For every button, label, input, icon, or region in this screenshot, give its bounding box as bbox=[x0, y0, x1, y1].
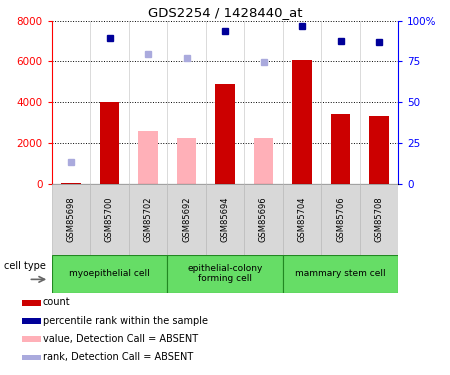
Bar bbox=[52, 255, 167, 292]
Bar bbox=[61, 183, 81, 184]
Bar bbox=[216, 84, 234, 184]
Bar bbox=[167, 255, 283, 292]
Text: rank, Detection Call = ABSENT: rank, Detection Call = ABSENT bbox=[43, 352, 193, 362]
Bar bbox=[360, 184, 398, 255]
Bar bbox=[292, 60, 311, 184]
Bar bbox=[254, 138, 273, 184]
Text: GSM85698: GSM85698 bbox=[67, 196, 76, 242]
Text: percentile rank within the sample: percentile rank within the sample bbox=[43, 315, 208, 326]
Bar bbox=[206, 184, 244, 255]
Text: GSM85700: GSM85700 bbox=[105, 196, 114, 242]
Bar bbox=[244, 184, 283, 255]
Bar bbox=[283, 255, 398, 292]
Text: mammary stem cell: mammary stem cell bbox=[295, 269, 386, 278]
Bar bbox=[22, 300, 40, 306]
Title: GDS2254 / 1428440_at: GDS2254 / 1428440_at bbox=[148, 6, 302, 20]
Text: GSM85704: GSM85704 bbox=[297, 196, 306, 242]
Bar bbox=[331, 114, 350, 184]
Bar bbox=[90, 184, 129, 255]
Bar bbox=[129, 184, 167, 255]
Bar bbox=[177, 138, 196, 184]
Text: GSM85694: GSM85694 bbox=[220, 196, 230, 242]
Text: epithelial-colony
forming cell: epithelial-colony forming cell bbox=[187, 264, 263, 284]
Text: myoepithelial cell: myoepithelial cell bbox=[69, 269, 150, 278]
Text: GSM85706: GSM85706 bbox=[336, 196, 345, 242]
Text: value, Detection Call = ABSENT: value, Detection Call = ABSENT bbox=[43, 334, 198, 344]
Bar bbox=[22, 336, 40, 342]
Text: cell type: cell type bbox=[4, 261, 46, 271]
Bar bbox=[52, 184, 90, 255]
Bar bbox=[22, 354, 40, 360]
Text: GSM85708: GSM85708 bbox=[374, 196, 383, 242]
Text: count: count bbox=[43, 297, 70, 307]
Text: GSM85696: GSM85696 bbox=[259, 196, 268, 242]
Bar bbox=[100, 102, 119, 184]
Bar bbox=[167, 184, 206, 255]
Bar bbox=[22, 318, 40, 324]
Bar bbox=[283, 184, 321, 255]
Bar bbox=[139, 131, 158, 184]
Text: GSM85692: GSM85692 bbox=[182, 196, 191, 242]
Bar bbox=[321, 184, 360, 255]
Text: GSM85702: GSM85702 bbox=[144, 196, 153, 242]
Bar bbox=[369, 117, 389, 184]
